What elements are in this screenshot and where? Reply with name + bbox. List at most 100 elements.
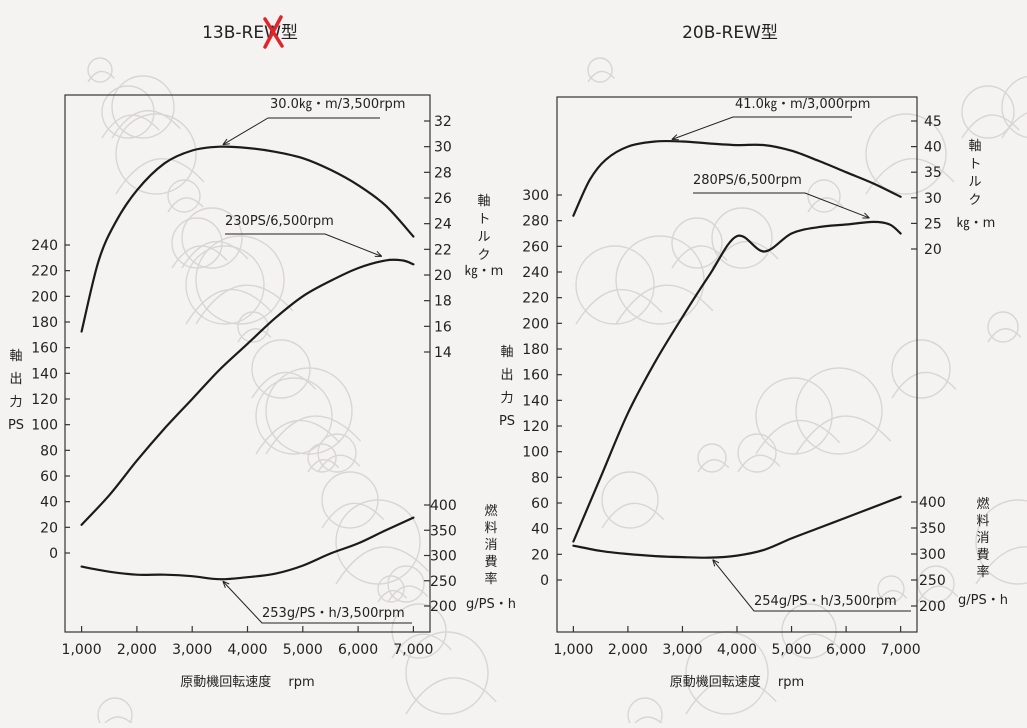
sketch-stroke [115,158,205,195]
annotation-leader [712,559,911,612]
x-tick-label: 5,000 [771,642,811,658]
power-tick-label: 20 [531,547,549,563]
power-tick-label: 100 [522,445,549,461]
annotation-arrowhead [671,134,679,141]
series-line-power [572,220,902,543]
torque-tick-label: 20 [434,268,452,284]
torque-tick-label: 26 [434,191,452,207]
annotation-label: 253g/PS・h/3,500rpm [262,606,405,621]
fuel-tick-label: 300 [430,549,457,565]
sketch-stroke [865,158,955,195]
torque-axis-label-char: ク [968,193,981,208]
x-tick-label: 7,000 [881,642,921,658]
torque-tick-label: 24 [434,217,452,233]
power-tick-label: 300 [522,188,549,204]
sketch-stroke [171,245,228,269]
annotation-arrowhead [374,250,383,257]
annotation-label: 254g/PS・h/3,500rpm [754,594,897,609]
x-tick-label: 2,000 [608,642,648,658]
sketch-circle [877,575,905,603]
annotation-arrowhead [222,580,230,588]
sketch-stroke [335,546,429,585]
torque-tick-label: 20 [924,242,942,258]
sketch-circle [405,631,489,715]
power-tick-label: 0 [49,546,58,562]
annotation-leader [693,192,870,219]
sketch-stroke [387,585,429,603]
torque-tick-label: 28 [434,165,452,181]
sketch-circle [255,377,333,455]
sketch-stroke [321,502,385,529]
annotation-arrowhead [712,559,720,567]
annotation-label: 30.0㎏・m/3,500rpm [270,97,405,112]
torque-tick-label: 32 [434,114,452,130]
sketch-circle [697,443,727,473]
power-tick-label: 40 [531,522,549,538]
power-tick-label: 160 [522,368,549,384]
fuel-axis-label-char: 消 [976,531,989,546]
sketch-circle [671,217,723,269]
sketch-circle [865,113,947,195]
x-tick-label: 7,000 [393,642,433,658]
fuel-axis-unit: g/PS・h [466,597,516,612]
sketch-circle [575,245,655,325]
sketch-circle [587,57,613,83]
torque-tick-label: 35 [924,165,942,181]
background-engine-sketch [87,57,1027,728]
torque-tick-label: 30 [924,191,942,207]
power-axis-label-char: 力 [500,391,513,406]
sketch-stroke [987,328,1022,343]
sketch-circle [101,85,155,139]
torque-axis-label-char: ク [477,248,490,263]
torque-axis-label-char: ル [477,230,490,245]
sketch-circle [377,575,405,603]
fuel-tick-label: 400 [919,495,946,511]
sketch-stroke [255,419,341,455]
sketch-stroke [615,284,714,325]
x-tick-label: 2,000 [117,642,157,658]
torque-tick-label: 14 [434,345,452,361]
sketch-circle [781,603,837,659]
sketch-circle [737,433,777,473]
sketch-circle [711,207,773,269]
sketch-stroke [629,716,666,728]
x-tick-label: 1,000 [62,642,102,658]
torque-tick-label: 18 [434,294,452,310]
torque-axis-unit: ㎏・m [465,264,504,279]
fuel-axis-unit: g/PS・h [958,593,1008,608]
sketch-circle [111,75,175,139]
x-tick-label: 3,000 [172,642,212,658]
series-line-fuel [80,516,415,581]
power-tick-label: 200 [31,289,58,305]
series-line-power [80,258,415,526]
torque-axis-label-char: 軸 [477,194,490,209]
torque-axis-label-char: 軸 [968,139,981,154]
sketch-circle [335,499,421,585]
chart-panel-2: 20B-REW型 1,000 2,000 3,000 4,000 5,000 6,000 7,… [499,23,1008,690]
fuel-tick-label: 350 [430,523,457,539]
sketch-stroke [167,197,204,213]
sketch-stroke [601,502,665,529]
sketch-stroke [1001,112,1027,139]
power-axis-label-char: PS [8,418,24,433]
sketch-stroke [737,454,781,473]
power-tick-label: 220 [522,291,549,307]
sketch-circle [987,311,1019,343]
sketch-circle [195,235,285,325]
power-tick-label: 280 [522,214,549,230]
x-axis-label: 原動機回転速度 rpm [180,674,314,690]
power-axis-label-char: 出 [500,368,513,383]
fuel-tick-label: 200 [919,599,946,615]
torque-axis-unit: ㎏・m [957,216,996,231]
fuel-axis-label-char: 消 [484,538,497,553]
power-axis-label: 軸出力 PS [499,345,515,429]
sketch-stroke [307,459,340,473]
sketch-circle [185,245,265,325]
power-axis-label-char: 力 [9,395,22,410]
sketch-stroke [891,371,957,399]
sketch-circle [265,367,353,455]
sketch-circle [627,697,663,728]
x-tick-label: 5,000 [283,642,323,658]
